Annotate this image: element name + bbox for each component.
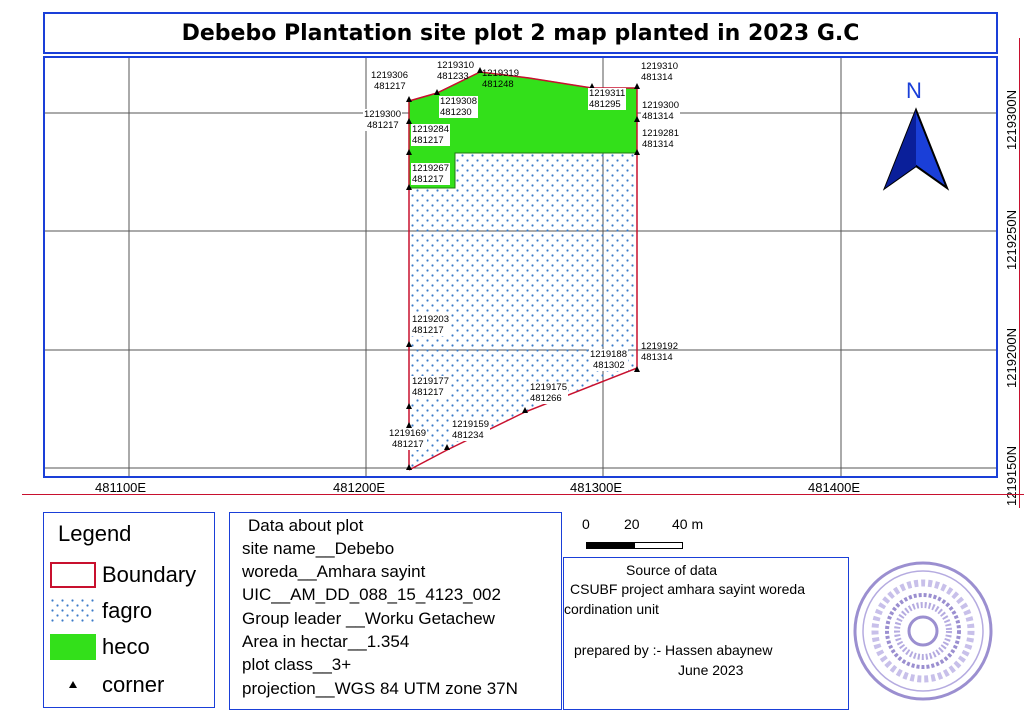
corner-marker: [522, 407, 528, 413]
plot-info-heading: Data about plot: [248, 516, 364, 535]
extent-line-bottom: [22, 494, 1024, 495]
corner-marker: [406, 403, 412, 409]
x-tick-label: 481100E: [95, 480, 147, 495]
corner-marker: [634, 116, 640, 122]
corner-label: 1219192 481314: [641, 341, 678, 363]
projection: projection__WGS 84 UTM zone 37N: [242, 679, 518, 698]
y-tick-label: 1219200N: [1004, 328, 1019, 388]
title-box: Debebo Plantation site plot 2 map plante…: [43, 12, 998, 54]
y-tick-label: 1219250N: [1004, 210, 1019, 270]
plot-info-box: Data about plot site name__Debebo woreda…: [229, 512, 562, 710]
map-canvas: [45, 58, 996, 476]
x-tick-label: 481300E: [570, 480, 623, 495]
corner-label: 1219310 481314: [641, 61, 678, 83]
triangle-icon: [69, 681, 77, 688]
north-label: N: [906, 78, 922, 103]
corner-label: 1219177 481217: [411, 376, 450, 398]
corner-marker: [444, 444, 450, 450]
scale-bar-graphic: [586, 542, 683, 549]
site-name: site name__Debebo: [242, 539, 395, 558]
corner-marker: [634, 366, 640, 372]
corner-marker: [477, 67, 483, 73]
corner-marker: [406, 464, 412, 470]
map-title: Debebo Plantation site plot 2 map plante…: [181, 20, 860, 46]
legend: Legend Boundary fagro heco corner: [43, 512, 215, 708]
source-heading: Source of data: [626, 562, 718, 578]
legend-title: Legend: [58, 521, 132, 546]
corner-marker: [589, 83, 595, 89]
prepared-by: prepared by :- Hassen abaynew: [574, 642, 773, 658]
corner-label: 1219300 481314: [641, 100, 680, 122]
corner-marker: [406, 96, 412, 102]
source-box: Source of data CSUBF project amhara sayi…: [563, 557, 849, 710]
stamp-seal-icon: [853, 561, 993, 701]
corner-label: 1219281 481314: [641, 128, 680, 150]
source-line-2: cordination unit: [564, 601, 659, 617]
corner-label: 1219311 481295: [588, 88, 627, 110]
corner-marker: [434, 89, 440, 95]
corner-label: 1219175 481266: [529, 382, 568, 404]
corner-label: 1219203 481217: [411, 314, 450, 336]
woreda: woreda__Amhara sayint: [242, 562, 426, 581]
corner-label: 1219284 481217: [411, 124, 450, 146]
green-swatch: [50, 634, 96, 660]
map-frame: 1219306 481217 1219310 481233 1219319 48124…: [43, 56, 998, 478]
corner-label: 1219319 481248: [482, 68, 519, 90]
corner-label: 1219306 481217: [371, 70, 408, 92]
corner-marker: [406, 422, 412, 428]
legend-item-corner: corner: [50, 671, 164, 699]
corner-label: 1219308 481230: [439, 96, 478, 118]
corner-label: 1219267 481217: [411, 163, 450, 185]
corner-label: 1219169 481217: [388, 428, 427, 450]
corner-marker: [406, 184, 412, 190]
corner-marker: [634, 149, 640, 155]
corner-label: 1219310 481233: [437, 60, 474, 82]
extent-line-right: [1019, 38, 1020, 508]
legend-item-heco: heco: [50, 633, 150, 661]
corner-marker: [634, 83, 640, 89]
corner-marker: [406, 149, 412, 155]
source-line-1: CSUBF project amhara sayint woreda: [570, 581, 805, 597]
boundary-swatch: [50, 562, 96, 588]
corner-label: 1219300 481217: [363, 109, 402, 131]
dotted-swatch: [50, 598, 96, 624]
y-tick-label: 1219150N: [1004, 446, 1019, 506]
scale-label: 0: [582, 516, 590, 532]
y-tick-label: 1219300N: [1004, 90, 1019, 150]
corner-label: 1219188 481302: [589, 349, 628, 371]
group-leader: Group leader __Worku Getachew: [242, 609, 495, 628]
scale-label: 40 m: [672, 516, 704, 532]
legend-item-fagro: fagro: [50, 597, 152, 625]
corner-label: 1219159 481234: [451, 419, 490, 441]
fagro-area: [409, 153, 637, 470]
x-tick-label: 481200E: [333, 480, 386, 495]
prepared-date: June 2023: [678, 662, 744, 678]
corner-markers: [406, 67, 640, 470]
corner-marker: [406, 118, 412, 124]
north-arrow-icon: [882, 107, 950, 191]
uic: UIC__AM_DD_088_15_4123_002: [242, 585, 501, 604]
corner-marker: [406, 341, 412, 347]
plot-class: plot class__3+: [242, 655, 352, 674]
legend-item-boundary: Boundary: [50, 561, 196, 589]
area: Area in hectar__1.354: [242, 632, 410, 651]
x-tick-label: 481400E: [808, 480, 861, 495]
scale-label: 20: [624, 516, 640, 532]
